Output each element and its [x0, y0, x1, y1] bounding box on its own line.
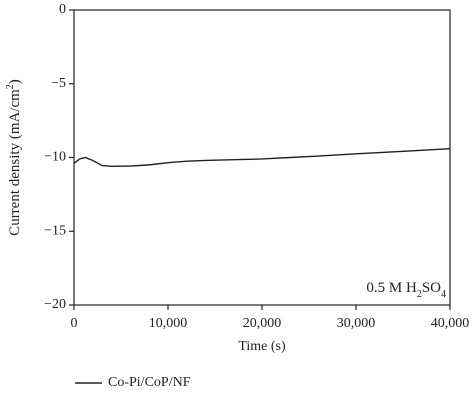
- y-tick-label: −5: [51, 76, 66, 91]
- y-axis-label: Current density (mA/cm2): [5, 79, 24, 236]
- y-tick-label: −20: [44, 297, 66, 312]
- data-line: [73, 147, 451, 168]
- x-tick-label: 40,000: [431, 316, 470, 331]
- y-tick-label: −15: [44, 223, 66, 238]
- x-tick-label: 20,000: [243, 316, 282, 331]
- x-tick-label: 30,000: [337, 316, 376, 331]
- annotation: 0.5 M H2SO4: [366, 280, 446, 299]
- plot-frame: [73, 9, 451, 306]
- y-tick-label: 0: [59, 2, 66, 17]
- x-tick-label: 10,000: [149, 316, 188, 331]
- x-axis-label: Time (s): [238, 339, 286, 354]
- y-tick-label: −10: [44, 150, 66, 165]
- legend-label: Co-Pi/CoP/NF: [108, 375, 191, 390]
- x-tick-label: 0: [71, 316, 78, 331]
